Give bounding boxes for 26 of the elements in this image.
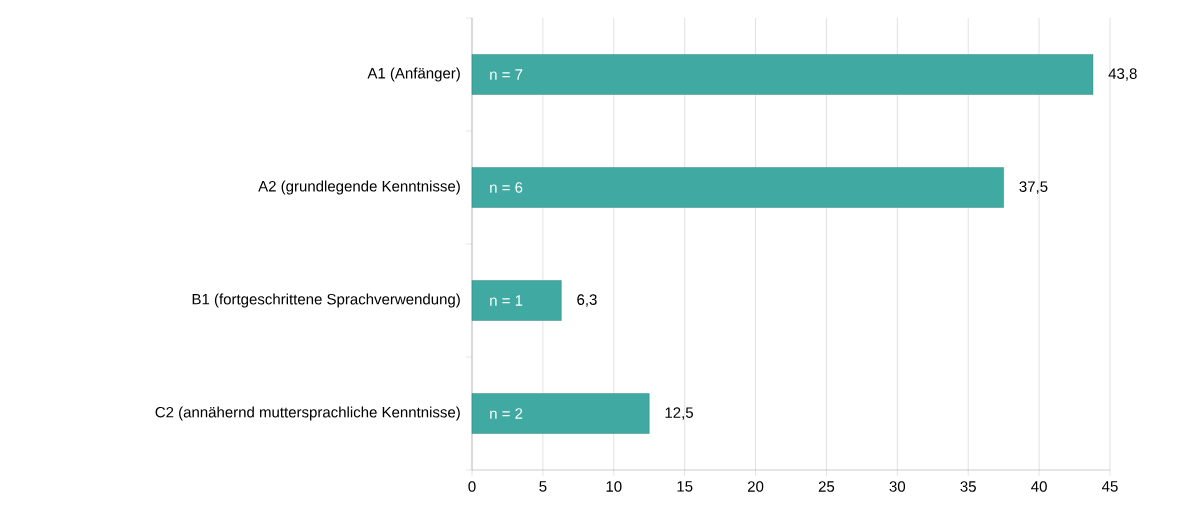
bar <box>471 393 650 434</box>
y-tick-label: A1 (Anfänger) <box>367 67 460 82</box>
x-tick-label: 25 <box>818 481 835 492</box>
data-label: 6,3 <box>577 294 597 307</box>
x-tick-label: 30 <box>889 481 906 492</box>
data-label: 37,5 <box>1019 181 1048 194</box>
data-label: 43,8 <box>1108 68 1137 81</box>
annotation: n = 2 <box>490 408 523 419</box>
annotation: n = 7 <box>490 69 523 80</box>
x-tick-label: 0 <box>468 481 476 492</box>
y-tick-label: C2 (annähernd muttersprachliche Kenntnisse) <box>155 406 460 421</box>
data-label: 12,5 <box>665 407 693 420</box>
x-tick-label: 15 <box>677 481 693 492</box>
x-tick-label: 10 <box>606 481 622 492</box>
bar <box>471 54 1094 95</box>
bar <box>471 167 1004 208</box>
x-tick-label: 5 <box>539 481 547 492</box>
x-tick-label: 40 <box>1031 481 1047 492</box>
x-tick-label: 45 <box>1102 481 1118 492</box>
x-tick-label: 35 <box>960 481 976 492</box>
x-tick-label: 20 <box>747 481 764 492</box>
y-tick-label: A2 (grundlegende Kenntnisse) <box>258 180 460 195</box>
annotation: n = 1 <box>490 295 523 306</box>
bar <box>471 280 562 321</box>
y-tick-label: B1 (fortgeschrittene Sprachverwendung) <box>192 293 460 308</box>
annotation: n = 6 <box>490 182 523 193</box>
